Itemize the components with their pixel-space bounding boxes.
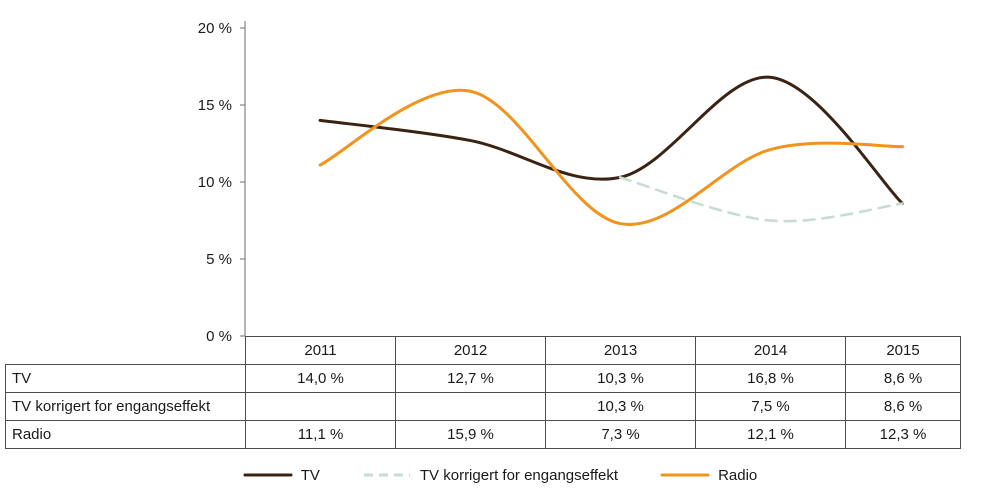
data-table: 2011 2012 2013 2014 2015 TV 14,0 % 12,7 …: [5, 336, 961, 449]
table-cell: 15,9 %: [395, 420, 546, 449]
table-cell: 12,7 %: [395, 364, 546, 393]
year-header: 2013: [545, 336, 696, 365]
radio-line-swatch: [660, 473, 710, 477]
year-header: 2011: [245, 336, 396, 365]
table-cell: [395, 392, 546, 421]
legend-label: Radio: [718, 466, 758, 484]
year-header: 2012: [395, 336, 546, 365]
year-header: 2014: [695, 336, 846, 365]
table-cell: 8,6 %: [845, 392, 961, 421]
table-cell: 12,1 %: [695, 420, 846, 449]
line-chart-canvas: 0 %5 %10 %15 %20 %: [198, 20, 904, 345]
table-header-row: 2011 2012 2013 2014 2015: [6, 336, 961, 365]
table-row-tv: TV 14,0 % 12,7 % 10,3 % 16,8 % 8,6 %: [5, 364, 961, 393]
tv-korrigert-line-swatch: [363, 473, 410, 477]
table-cell: 7,3 %: [545, 420, 696, 449]
chart-legend: TV TV korrigert for engangseffekt Radio: [0, 450, 1000, 500]
year-header: 2015: [845, 336, 961, 365]
table-cell: [245, 392, 396, 421]
row-label: TV korrigert for engangseffekt: [5, 392, 246, 421]
table-corner-cell: [6, 337, 246, 365]
row-label: TV: [5, 364, 246, 393]
table-cell: 7,5 %: [695, 392, 846, 421]
table-cell: 8,6 %: [845, 364, 961, 393]
table-cell: 10,3 %: [545, 392, 696, 421]
svg-text:10 %: 10 %: [198, 174, 232, 191]
svg-text:15 %: 15 %: [198, 97, 232, 114]
table-cell: 14,0 %: [245, 364, 396, 393]
legend-label: TV korrigert for engangseffekt: [419, 466, 619, 484]
svg-text:5 %: 5 %: [206, 251, 232, 268]
table-cell: 11,1 %: [245, 420, 396, 449]
table-cell: 10,3 %: [545, 364, 696, 393]
tv-line-swatch: [243, 473, 293, 477]
table-cell: 16,8 %: [695, 364, 846, 393]
legend-item-tv-korrigert: TV korrigert for engangseffekt: [362, 467, 618, 484]
legend-label: TV: [300, 466, 320, 484]
table-row-radio: Radio 11,1 % 15,9 % 7,3 % 12,1 % 12,3 %: [5, 420, 961, 449]
table-row-tv-korrigert: TV korrigert for engangseffekt 10,3 % 7,…: [5, 392, 961, 421]
legend-item-tv: TV: [243, 467, 320, 484]
legend-item-radio: Radio: [660, 467, 757, 484]
row-label: Radio: [5, 420, 246, 449]
svg-text:20 %: 20 %: [198, 20, 232, 37]
table-cell: 12,3 %: [845, 420, 961, 449]
